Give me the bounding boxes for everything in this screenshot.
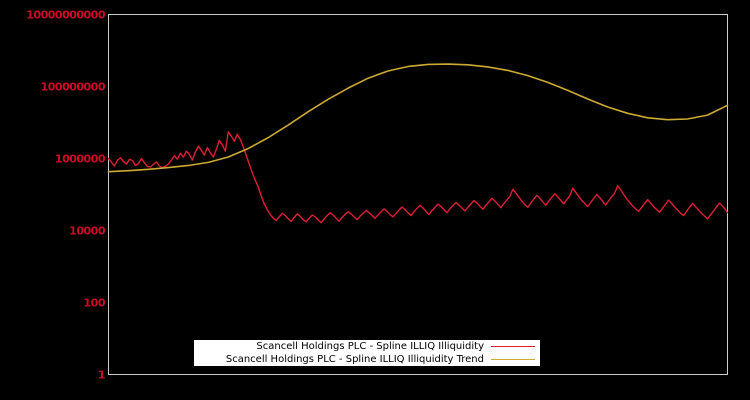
legend-entry-label: Scancell Holdings PLC - Spline ILLIQ Ill… [256,341,484,352]
y-axis-tick-label: 1 [97,368,106,381]
plot-frame-border [108,14,728,375]
legend-line-swatch-trend [491,359,535,360]
y-axis-tick-label: 10000000000 [26,8,105,21]
legend-entry-trend: Scancell Holdings PLC - Spline ILLIQ Ill… [195,353,539,366]
legend-line-swatch-illiquidity [491,346,535,347]
series-line-illiquidity [107,131,729,224]
chart-legend: Scancell Holdings PLC - Spline ILLIQ Ill… [194,340,540,366]
y-axis-tick-label: 100 [83,296,106,309]
y-axis-tick-label: 100000000 [40,80,106,93]
series-line-trend [107,63,729,173]
legend-entry-label: Scancell Holdings PLC - Spline ILLIQ Ill… [225,354,484,365]
legend-entry-illiquidity: Scancell Holdings PLC - Spline ILLIQ Ill… [195,340,539,353]
y-axis-tick-label: 1000000 [54,152,106,165]
y-axis-tick-label: 10000 [69,224,105,237]
series-layer [107,63,729,224]
